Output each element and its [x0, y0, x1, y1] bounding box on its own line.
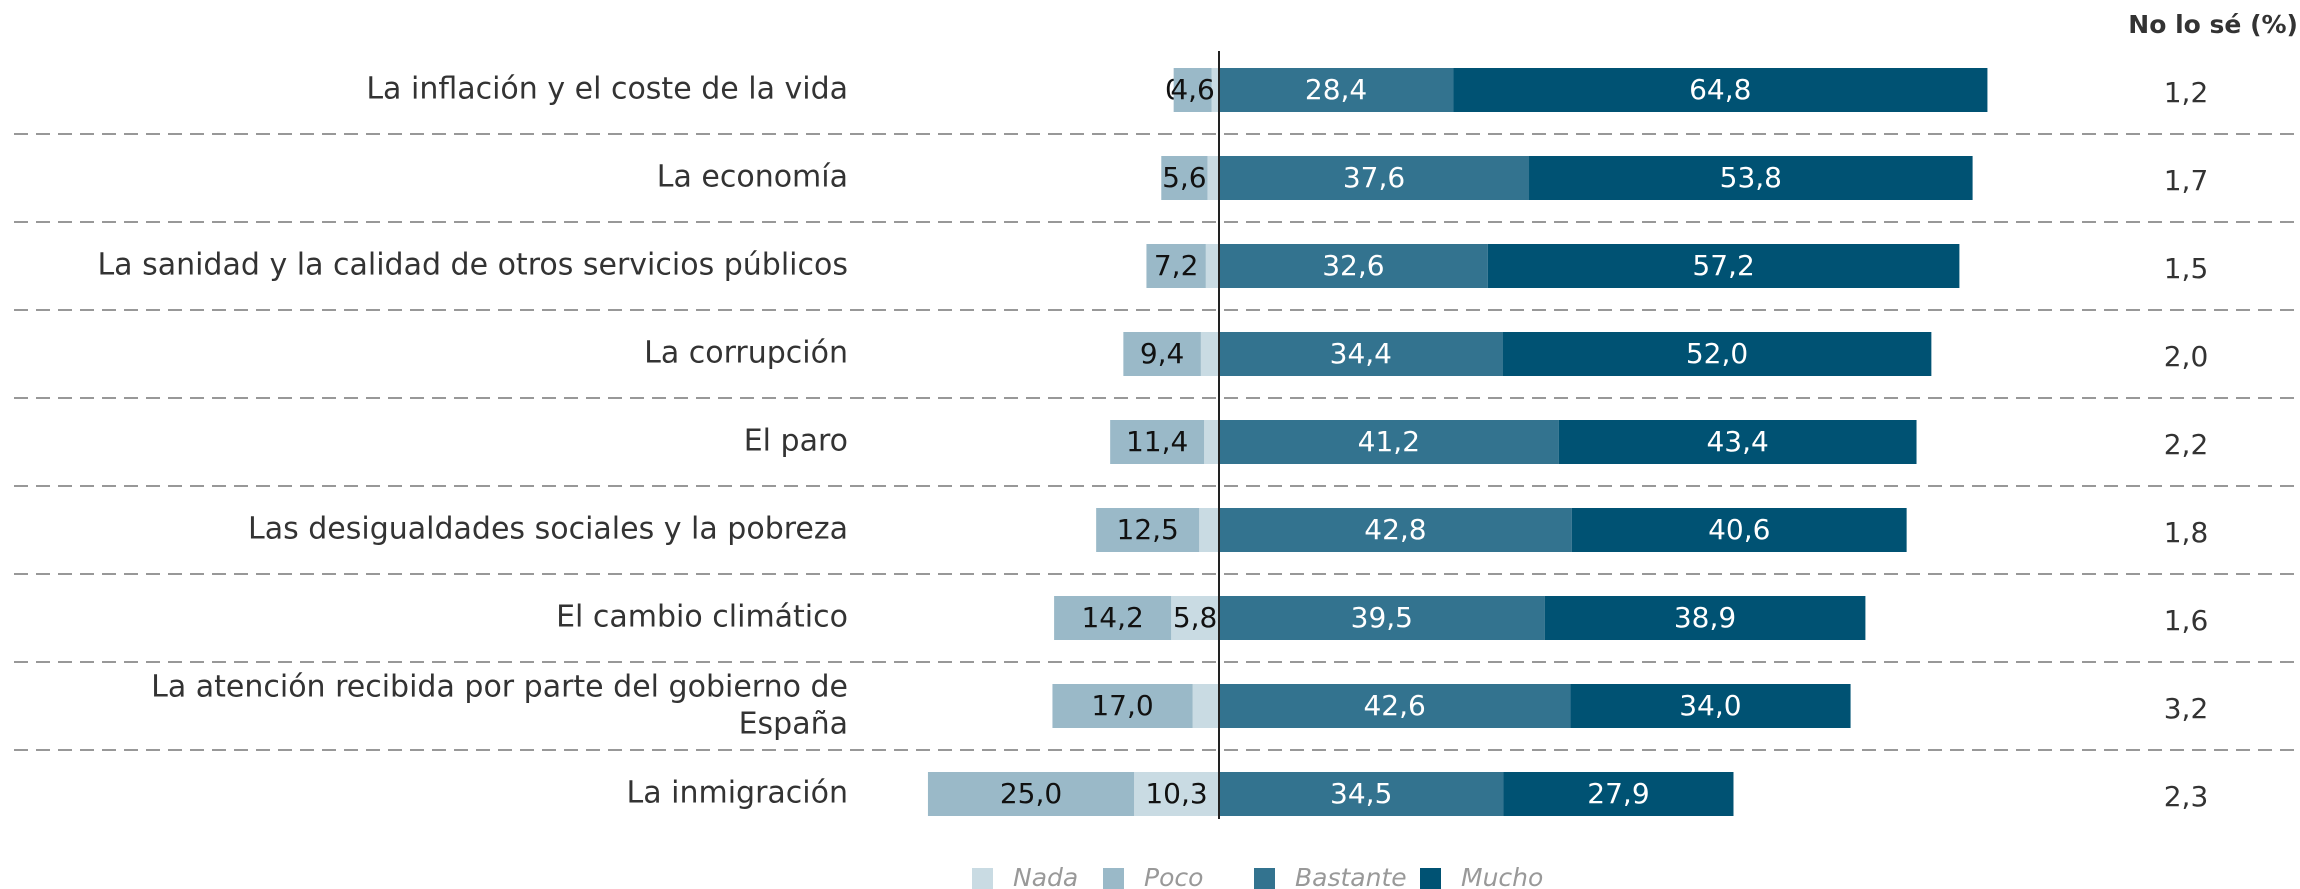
bar-segment: [1134, 772, 1219, 816]
legend-label: Poco: [1144, 863, 1203, 889]
value-label: 41,2: [1358, 425, 1420, 458]
bar-segment: [1487, 244, 1960, 288]
value-label: 5,6: [1162, 161, 1207, 194]
category-label: La sanidad y la calidad de otros servici…: [97, 247, 848, 283]
bar-segment: [1219, 684, 1571, 728]
no-lo-se-value: 1,8: [2164, 516, 2209, 549]
value-label: 39,5: [1351, 601, 1413, 634]
value-label: 64,8: [1689, 73, 1751, 106]
bar-segment: [1219, 772, 1504, 816]
legend-label: Nada: [1013, 863, 1078, 889]
value-label: 38,9: [1674, 601, 1736, 634]
value-label: 57,2: [1692, 249, 1754, 282]
value-label: 10,3: [1145, 777, 1207, 810]
bar-segment: [1544, 596, 1866, 640]
legend-swatch: [1420, 868, 1441, 889]
legend-swatch: [972, 868, 993, 889]
legend-swatch: [1254, 868, 1275, 889]
bar-segment: [1571, 508, 1907, 552]
category-label: El cambio climático: [556, 599, 848, 635]
bar-segment: [1146, 244, 1206, 288]
bar-segment: [1052, 684, 1193, 728]
category-label: La inflación y el coste de la vida: [366, 71, 848, 107]
value-label: 42,8: [1364, 513, 1426, 546]
bar-segment: [1200, 332, 1219, 376]
no-lo-se-value: 1,7: [2164, 164, 2209, 197]
value-label: 7,2: [1154, 249, 1199, 282]
bar-segment: [1096, 508, 1200, 552]
bar-segment: [1219, 508, 1572, 552]
bar-segment: [1219, 68, 1454, 112]
bar-segment: [1558, 420, 1917, 464]
value-label: 28,4: [1305, 73, 1367, 106]
value-label: 14,2: [1081, 601, 1143, 634]
value-label: 52,0: [1686, 337, 1748, 370]
no-lo-se-title: No lo sé (%): [2128, 10, 2298, 39]
legend-label: Bastante: [1295, 863, 1407, 889]
bar-segment: [1219, 420, 1559, 464]
bar-segment: [1161, 156, 1208, 200]
category-label: Las desigualdades sociales y la pobreza: [248, 511, 848, 547]
no-lo-se-value: 2,3: [2164, 780, 2209, 813]
value-label: 9,4: [1140, 337, 1185, 370]
value-label: 42,6: [1363, 689, 1425, 722]
value-label: 43,4: [1706, 425, 1768, 458]
value-label: 5,8: [1173, 601, 1218, 634]
bar-segment: [1219, 244, 1488, 288]
bar-segment: [1219, 156, 1530, 200]
no-lo-se-value: 1,5: [2164, 252, 2209, 285]
bar-segment: [1219, 332, 1503, 376]
value-label: 17,0: [1091, 689, 1153, 722]
bar-segment: [1199, 508, 1219, 552]
bar-segment: [1110, 420, 1205, 464]
legend-swatch: [1103, 868, 1124, 889]
no-lo-se-value: 1,2: [2164, 76, 2209, 109]
bar-segment: [1570, 684, 1851, 728]
bar-segment: [1192, 684, 1219, 728]
bar-segment: [1054, 596, 1172, 640]
value-label: 34,5: [1330, 777, 1392, 810]
no-lo-se-value: 3,2: [2164, 692, 2209, 725]
bar-segment: [1453, 68, 1988, 112]
value-label: 32,6: [1322, 249, 1384, 282]
bar-segment: [1207, 156, 1219, 200]
no-lo-se-value: 2,0: [2164, 340, 2209, 373]
bar-segment: [1173, 68, 1212, 112]
legend-label: Mucho: [1461, 863, 1543, 889]
value-label: 12,5: [1117, 513, 1179, 546]
value-label: 34,0: [1679, 689, 1741, 722]
bar-segment: [1219, 596, 1545, 640]
no-lo-se-value: 1,6: [2164, 604, 2209, 637]
value-label: 4,6: [1170, 73, 1215, 106]
value-label: 37,6: [1343, 161, 1405, 194]
bar-segment: [1123, 332, 1201, 376]
bar-segment: [1171, 596, 1219, 640]
bar-segment: [1502, 332, 1932, 376]
bar-segment: [1205, 244, 1219, 288]
bar-segment: [1211, 68, 1219, 112]
value-label: 25,0: [1000, 777, 1062, 810]
category-label: La inmigración: [626, 775, 849, 811]
no-lo-se-value: 2,2: [2164, 428, 2209, 461]
value-label: 11,4: [1126, 425, 1188, 458]
bar-segment: [1204, 420, 1219, 464]
bar-segment: [1503, 772, 1734, 816]
category-label: La atención recibida por parte del gobie…: [151, 669, 848, 741]
category-label: La economía: [656, 159, 848, 195]
value-label: 27,9: [1587, 777, 1649, 810]
category-label: La corrupción: [644, 335, 848, 371]
value-label: 53,8: [1720, 161, 1782, 194]
category-label: El paro: [743, 423, 848, 459]
bar-segment: [927, 772, 1135, 816]
bar-segment: [1529, 156, 1973, 200]
value-label: 34,4: [1330, 337, 1392, 370]
value-label: 40,6: [1708, 513, 1770, 546]
